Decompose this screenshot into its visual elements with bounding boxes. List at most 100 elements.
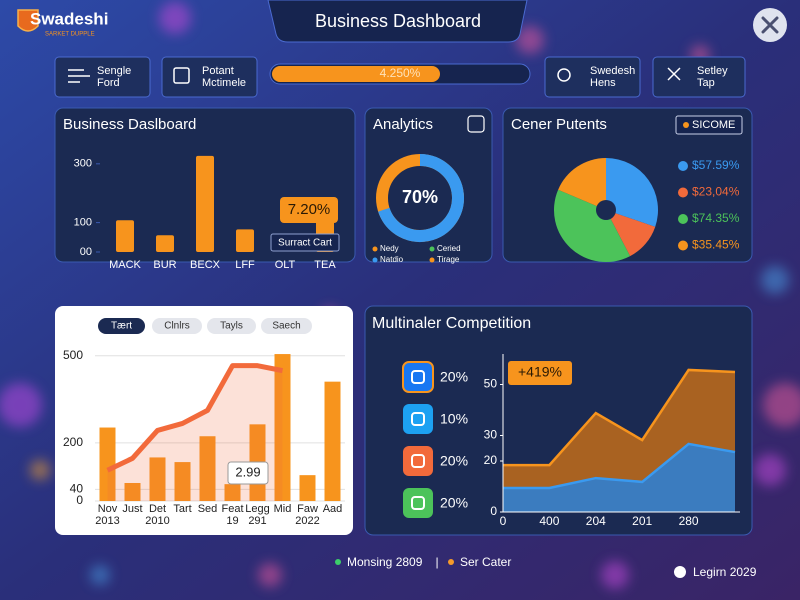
progress-fill (272, 66, 440, 82)
toolbar-button[interactable] (161, 56, 258, 98)
button-label[interactable]: Hens (590, 77, 616, 89)
bar (196, 155, 214, 252)
area (503, 443, 735, 512)
callout: +419% (518, 364, 562, 380)
y-tick-label: 500 (63, 348, 83, 362)
legend-swatch (678, 187, 688, 198)
bar (149, 457, 166, 501)
close-button[interactable] (753, 8, 787, 42)
icon (667, 67, 681, 81)
tab-label[interactable]: Saech (272, 321, 300, 332)
legend-swatch (678, 161, 688, 171)
icon (68, 69, 90, 83)
x-tick-label: OLT (275, 259, 296, 271)
x-tick-label: BUR (153, 259, 176, 271)
tab[interactable] (152, 318, 202, 334)
area-line (503, 368, 736, 467)
button-label[interactable]: SICOME (692, 119, 735, 131)
x-tick-sublabel: 2013 (95, 515, 119, 527)
progress-label: 4.250% (380, 66, 421, 80)
tab[interactable] (98, 318, 145, 334)
pie-slice (606, 158, 659, 227)
x-tick-label: MACK (109, 259, 141, 271)
y-tick-label: 40 (70, 482, 84, 496)
toolbar-button[interactable] (544, 56, 641, 98)
legend-swatch (429, 246, 435, 252)
x-tick-label: Faw (297, 503, 318, 515)
legend-label: Tirage (437, 255, 460, 264)
y-tick-label: 300 (74, 158, 92, 170)
legend-label: Natdio (380, 255, 404, 264)
legend-value: $35.45% (692, 238, 740, 252)
x-tick-label: 280 (679, 514, 699, 528)
panel-button[interactable] (675, 115, 743, 135)
legend-swatch (372, 246, 378, 252)
x-tick-label: Det (149, 503, 166, 515)
x-tick-label: Sed (198, 503, 218, 515)
social-value: 20% (440, 453, 468, 469)
bar (299, 475, 316, 501)
x-tick-label: Mid (274, 503, 292, 515)
social-glyph (411, 496, 425, 510)
x-tick-label: Aad (323, 503, 343, 515)
button-label[interactable]: Swedesh (590, 65, 635, 77)
button-label[interactable]: Setley (697, 65, 728, 77)
tab-label[interactable]: Clnlrs (164, 321, 190, 332)
y-tick-label: 30 (484, 428, 498, 442)
social-icon[interactable] (403, 446, 433, 476)
separator: | (435, 555, 438, 569)
button-label[interactable]: Potant (202, 65, 234, 77)
legend-value: $74.35% (692, 211, 740, 225)
callout-bg (227, 461, 269, 485)
button-label[interactable]: Tap (697, 77, 715, 89)
button-label[interactable]: Sengle (97, 65, 131, 77)
tab-label[interactable]: Tært (111, 321, 132, 332)
button-label[interactable]: Ford (97, 77, 120, 89)
x-tick-label: 400 (539, 514, 559, 528)
page-title: Business Dashboard (315, 11, 481, 31)
footer-dot (335, 559, 341, 565)
brand-logo (17, 9, 39, 32)
tab[interactable] (261, 318, 312, 334)
x-tick-label: Legg (245, 503, 269, 515)
x-tick-label: Just (122, 503, 142, 515)
social-value: 20% (440, 369, 468, 385)
x-tick-label: Nov (98, 503, 118, 515)
x-tick-label: Tart (173, 503, 191, 515)
y-tick-label: 50 (484, 377, 498, 391)
toolbar-button[interactable] (652, 56, 746, 98)
legend-label: Ceried (437, 244, 461, 253)
legend-swatch (678, 240, 688, 251)
social-icon[interactable] (403, 488, 433, 518)
pie-slice (606, 210, 656, 257)
toolbar-button[interactable] (54, 56, 151, 98)
donut-label: 70% (402, 187, 438, 207)
legend-swatch (429, 257, 435, 263)
button-dot (683, 122, 689, 128)
icon (557, 68, 571, 82)
chart-title: Analytics (373, 116, 433, 133)
social-value: 20% (440, 495, 468, 511)
bar (224, 484, 241, 501)
bar (324, 381, 341, 501)
legend-value: $57.59% (692, 158, 740, 172)
chart-title: Business Daslboard (63, 116, 196, 133)
icon (173, 67, 190, 84)
tab-label[interactable]: Tayls (220, 321, 243, 332)
tagline: SARKET DUPPLE (45, 32, 95, 38)
social-icon[interactable] (403, 404, 433, 434)
bar (236, 229, 254, 252)
y-tick-label: 00 (80, 246, 92, 258)
footer-item: Monsing 2809 (347, 555, 423, 569)
pie-hole (596, 200, 616, 220)
login[interactable]: Legirn 2029 (693, 565, 757, 579)
social-icon[interactable] (402, 361, 434, 393)
x-tick-sublabel: 291 (248, 515, 266, 527)
button-label[interactable]: Mctimele (202, 77, 246, 89)
x-tick-label: 204 (586, 514, 606, 528)
toolbar (54, 56, 746, 98)
badge: 7.20% (288, 201, 331, 218)
callout: 2.99 (235, 464, 260, 479)
legend-value: $23,04% (692, 185, 740, 199)
tab[interactable] (207, 318, 256, 334)
